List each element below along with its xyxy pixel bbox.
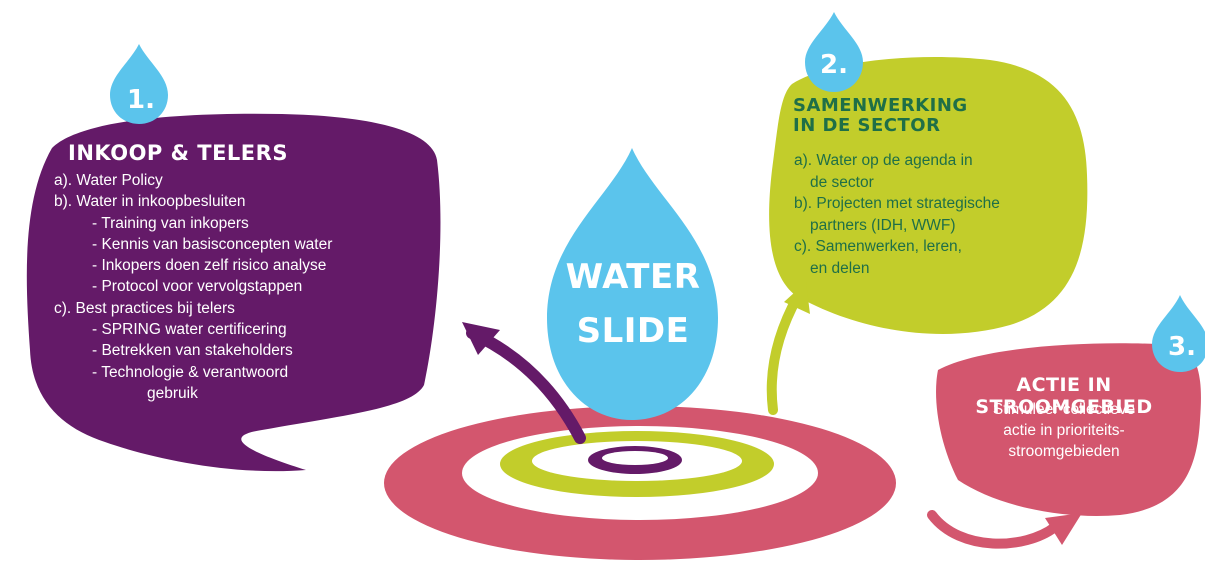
box3-blob xyxy=(936,343,1201,516)
arrow-head-1 xyxy=(462,322,500,355)
arrow-head-2 xyxy=(784,282,810,314)
list-item: - Protocol voor vervolgstappen xyxy=(92,278,303,296)
drop-icon-1 xyxy=(110,44,168,124)
list-item: gebruik xyxy=(147,384,198,402)
arrow-to-box3 xyxy=(927,510,1060,549)
box2-list: a). Water op de agenda in de sector b). … xyxy=(794,150,1000,279)
step-number-3: 3. xyxy=(1168,332,1196,362)
list-item: - Inkopers doen zelf risico analyse xyxy=(92,257,327,275)
box2-title: SAMENWERKING IN DE SECTOR xyxy=(793,96,968,136)
center-title-line1: WATER xyxy=(565,257,701,297)
list-item: en delen xyxy=(810,259,870,277)
box1-list: a). Water Policy b). Water in inkoopbesl… xyxy=(54,170,332,404)
list-item: a). Water op de agenda in xyxy=(794,152,973,169)
center-title: WATER SLIDE xyxy=(543,250,723,358)
list-item: stroomgebieden xyxy=(1008,443,1120,460)
box1-blob xyxy=(26,113,441,472)
list-item: - SPRING water certificering xyxy=(92,321,287,339)
arrow-to-box2 xyxy=(766,291,803,415)
step-number-2: 2. xyxy=(820,50,848,80)
inner-ripple-hole xyxy=(602,451,668,465)
list-item: - Kennis van basisconcepten water xyxy=(92,235,333,253)
drop-icon-3 xyxy=(1152,295,1205,372)
box2-title-line1: SAMENWERKING xyxy=(793,95,968,116)
list-item: partners (IDH, WWF) xyxy=(810,216,956,234)
list-item: actie in prioriteits- xyxy=(1003,422,1125,439)
box2-title-line2: IN DE SECTOR xyxy=(793,115,941,136)
list-item: - Training van inkopers xyxy=(92,214,249,232)
list-item: - Technologie & verantwoord xyxy=(92,363,289,381)
box2-blob xyxy=(769,57,1088,334)
list-item: b). Water in inkoopbesluiten xyxy=(54,193,246,211)
list-item: de sector xyxy=(810,173,874,191)
list-item: a). Water Policy xyxy=(54,172,163,189)
step-number-1: 1. xyxy=(127,85,155,115)
water-drop xyxy=(547,148,718,420)
list-item: c). Best practices bij telers xyxy=(54,299,235,317)
list-item: - Betrekken van stakeholders xyxy=(92,342,293,360)
box3-title: ACTIE IN STROOMGEBIED xyxy=(975,374,1153,418)
list-item: c). Samenwerken, leren, xyxy=(794,238,962,255)
drop-icon-2 xyxy=(805,12,863,92)
box3-list: Stimuleer collectieve actie in prioritei… xyxy=(944,399,1184,462)
center-title-line2: SLIDE xyxy=(576,311,690,351)
list-item: b). Projecten met strategische xyxy=(794,195,1000,212)
box1-title: INKOOP & TELERS xyxy=(68,141,288,165)
arrow-head-3 xyxy=(1045,513,1082,545)
list-item: Stimuleer collectieve xyxy=(992,401,1136,418)
